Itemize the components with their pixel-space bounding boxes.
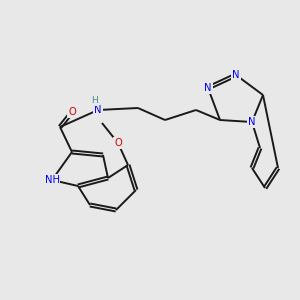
Text: N: N (204, 83, 212, 93)
Text: N: N (94, 105, 102, 115)
Text: NH: NH (44, 175, 59, 185)
Text: N: N (248, 117, 256, 127)
Text: H: H (91, 96, 98, 105)
Text: N: N (232, 70, 240, 80)
Text: O: O (114, 138, 122, 148)
Text: O: O (68, 107, 76, 117)
